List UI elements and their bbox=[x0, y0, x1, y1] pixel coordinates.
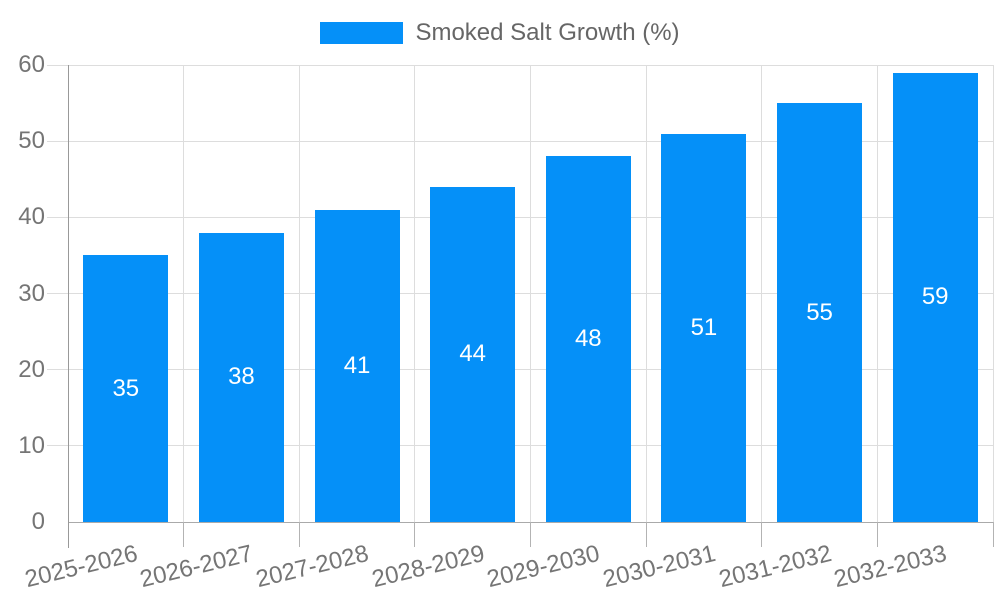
bar: 35 bbox=[83, 255, 169, 522]
v-gridline bbox=[645, 65, 647, 522]
bar: 44 bbox=[430, 186, 516, 522]
x-tick bbox=[530, 522, 531, 547]
y-tick bbox=[47, 293, 68, 294]
x-axis-label: 2025-2026 bbox=[22, 540, 141, 594]
y-axis-label: 40 bbox=[18, 203, 45, 231]
x-tick bbox=[876, 522, 878, 547]
v-gridline bbox=[876, 65, 878, 522]
x-axis-label: 2026-2027 bbox=[137, 540, 256, 594]
v-gridline bbox=[761, 65, 763, 522]
bar-value-label: 35 bbox=[112, 374, 140, 402]
v-gridline bbox=[183, 65, 185, 522]
bar-value-label: 38 bbox=[228, 363, 255, 391]
legend-label: Smoked Salt Growth (%) bbox=[415, 19, 680, 46]
y-tick bbox=[47, 445, 68, 447]
y-axis-label: 50 bbox=[18, 127, 45, 155]
x-tick bbox=[298, 522, 300, 547]
x-tick bbox=[992, 522, 994, 547]
x-axis-label: 2029-2030 bbox=[484, 540, 603, 594]
x-tick bbox=[183, 522, 185, 547]
bar: 38 bbox=[198, 232, 284, 522]
bar: 48 bbox=[545, 156, 631, 522]
x-axis-label: 2028-2029 bbox=[369, 540, 487, 594]
x-axis-label: 2027-2028 bbox=[253, 540, 372, 594]
v-gridline bbox=[298, 65, 300, 522]
y-axis-label: 60 bbox=[18, 51, 45, 78]
y-tick bbox=[47, 140, 68, 142]
y-axis-label: 30 bbox=[18, 279, 45, 307]
y-tick bbox=[47, 64, 68, 66]
bar: 51 bbox=[661, 133, 747, 522]
x-tick bbox=[645, 522, 647, 547]
bar-value-label: 59 bbox=[921, 283, 949, 311]
bar-value-label: 44 bbox=[459, 340, 487, 368]
legend-swatch bbox=[320, 22, 404, 44]
legend[interactable]: Smoked Salt Growth (%) bbox=[0, 17, 1000, 49]
y-axis-label: 0 bbox=[31, 508, 45, 535]
y-axis-label: 10 bbox=[18, 431, 45, 459]
bar-value-label: 51 bbox=[690, 313, 718, 341]
x-tick bbox=[761, 522, 763, 547]
x-axis-label: 2031-2032 bbox=[715, 540, 834, 594]
x-tick bbox=[414, 522, 416, 547]
x-axis-label: 2032-2033 bbox=[831, 540, 950, 594]
v-gridline bbox=[414, 65, 416, 522]
bar: 55 bbox=[777, 103, 863, 522]
bar: 41 bbox=[314, 209, 400, 522]
v-gridline bbox=[992, 65, 994, 522]
bar-value-label: 41 bbox=[343, 351, 371, 379]
y-tick bbox=[47, 369, 68, 371]
y-axis-label: 20 bbox=[18, 355, 45, 383]
x-axis-label: 2030-2031 bbox=[600, 540, 719, 594]
y-tick bbox=[47, 216, 68, 218]
v-gridline bbox=[530, 65, 531, 522]
bar-value-label: 48 bbox=[574, 325, 602, 353]
bar-value-label: 55 bbox=[806, 298, 833, 326]
y-axis-line bbox=[67, 65, 69, 548]
bar: 59 bbox=[892, 72, 978, 522]
